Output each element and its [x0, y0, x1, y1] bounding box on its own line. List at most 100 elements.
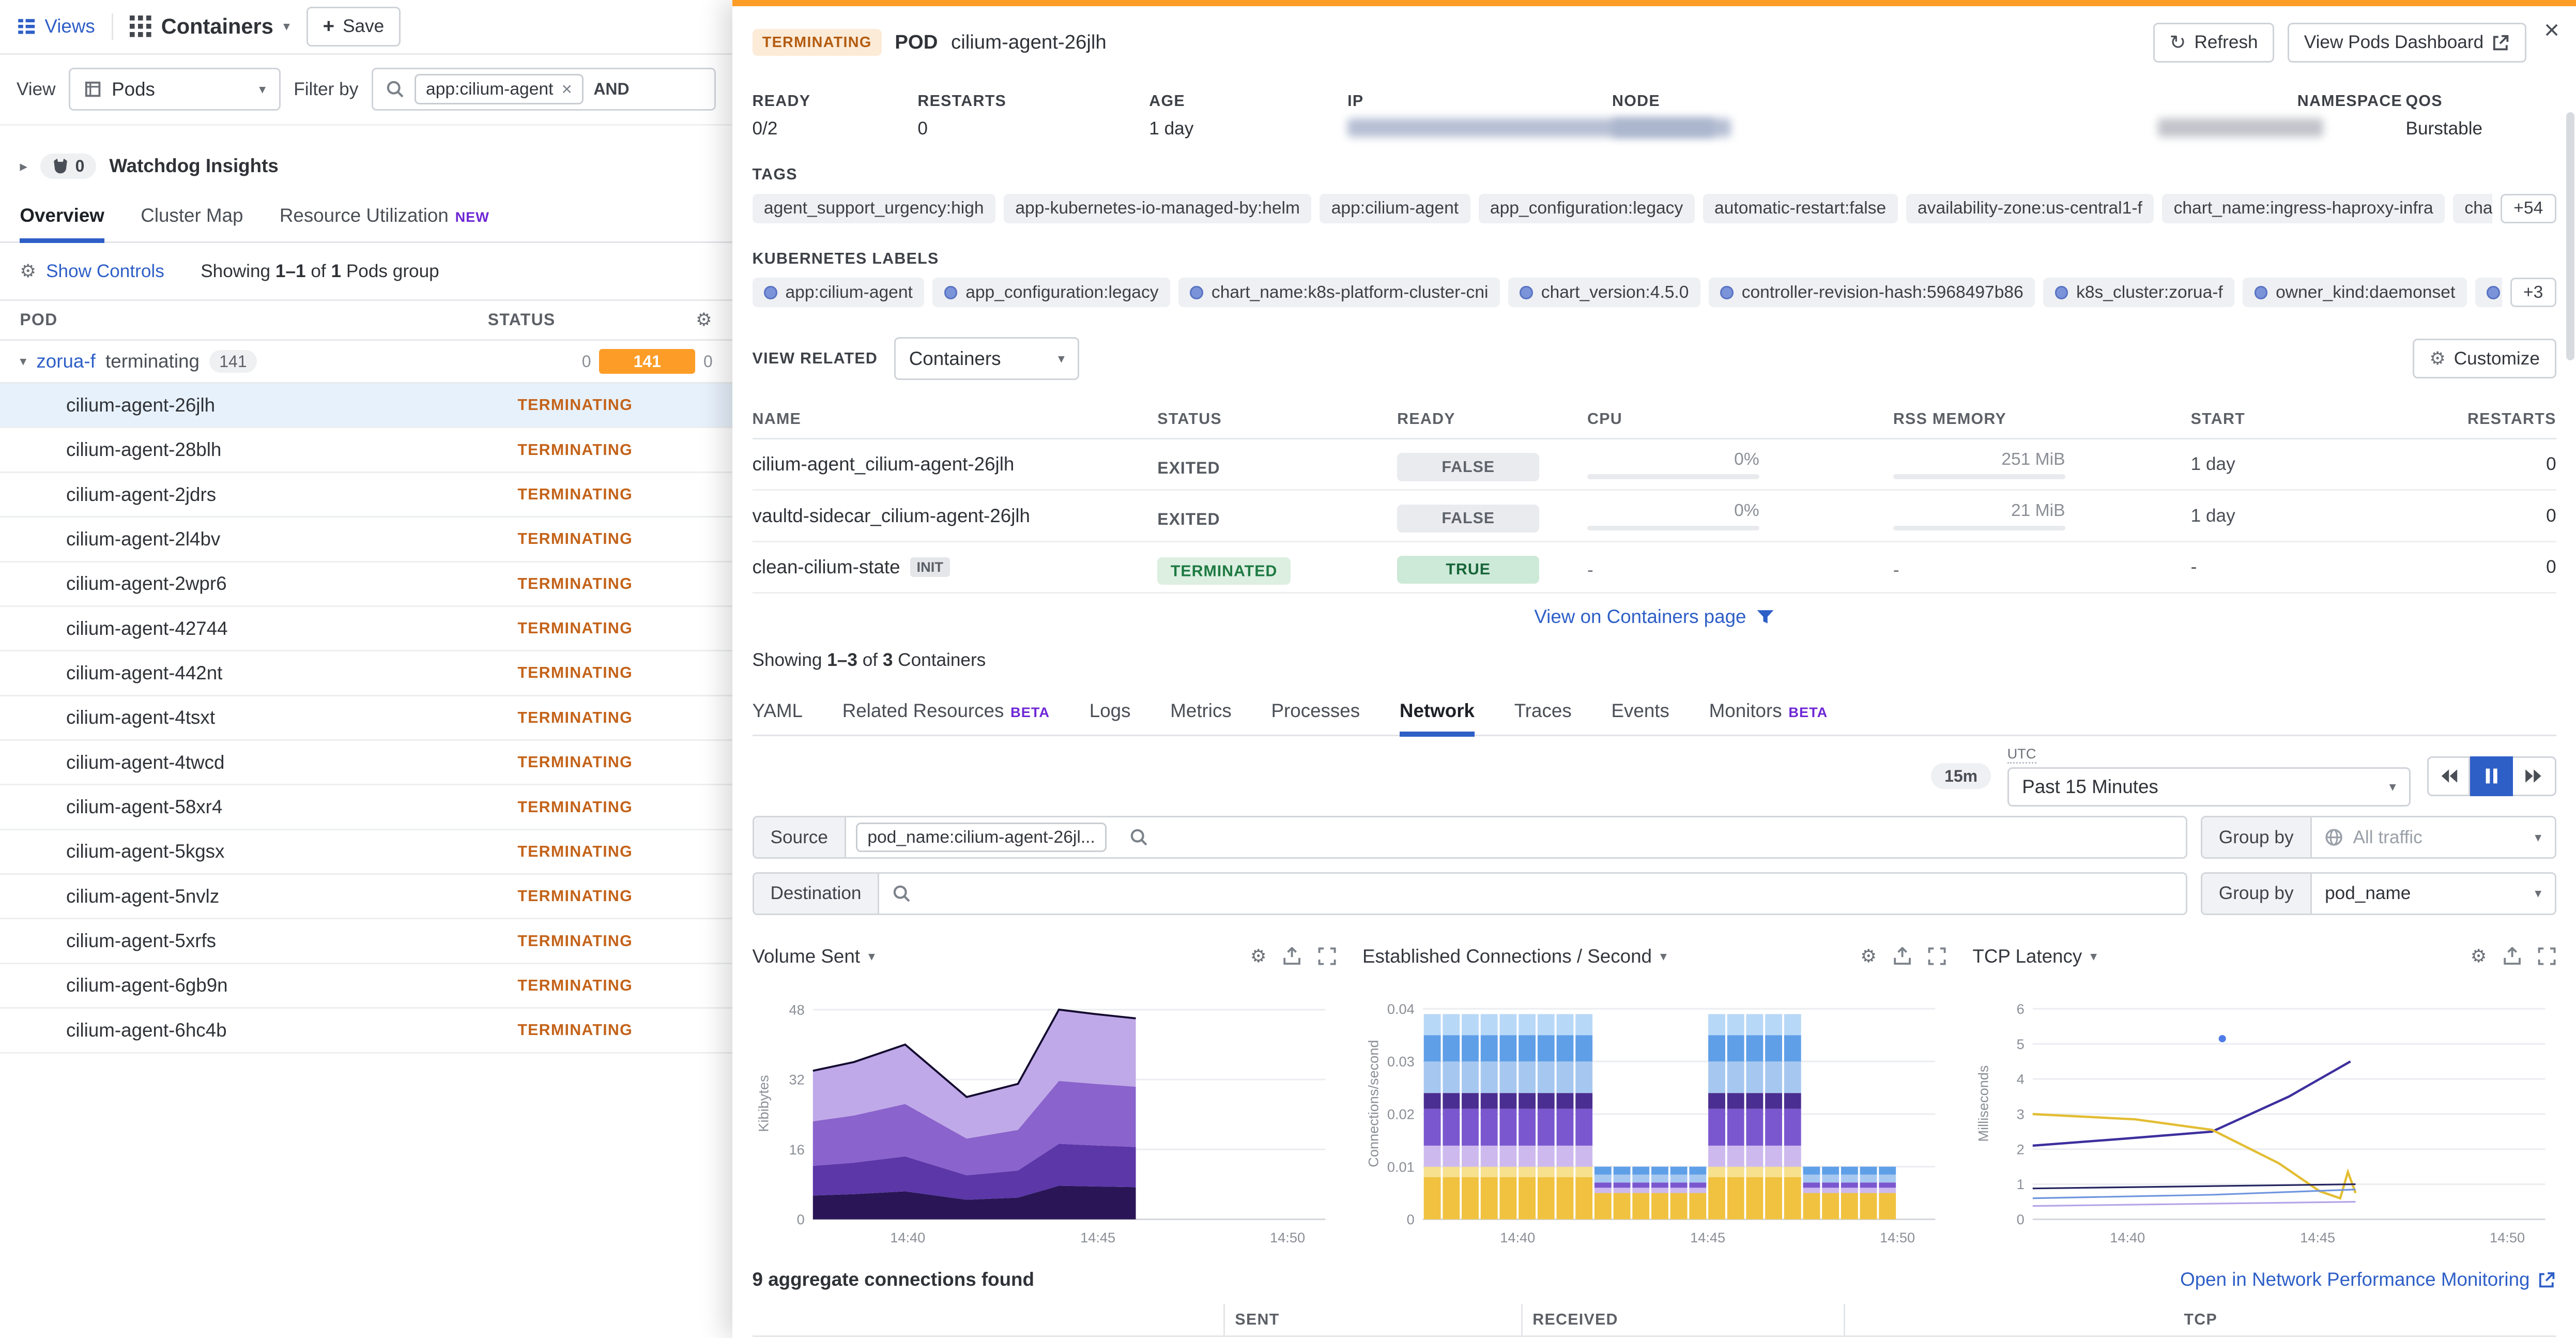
chevron-right-icon[interactable]: ▸ — [20, 158, 27, 175]
view-pods-dashboard-button[interactable]: View Pods Dashboard — [2287, 22, 2527, 63]
tag-pill[interactable]: app:cilium-agent — [1320, 193, 1470, 223]
column-ready[interactable]: READY — [1397, 409, 1455, 428]
chevron-down-icon[interactable]: ▾ — [1660, 949, 1667, 964]
pod-row[interactable]: cilium-agent-5xrfs TERMINATING — [0, 919, 733, 964]
tag-pill[interactable]: agent_support_urgency:high — [752, 193, 995, 223]
drawer-tab[interactable]: Logs — [1090, 700, 1131, 735]
pod-row[interactable]: cilium-agent-4tsxt TERMINATING — [0, 696, 733, 741]
scrollbar[interactable] — [2566, 112, 2574, 360]
watchdog-insights-row[interactable]: ▸ 0 Watchdog Insights — [0, 139, 732, 194]
column-cpu[interactable]: CPU — [1587, 409, 1622, 428]
pod-row[interactable]: cilium-agent-4twcd TERMINATING — [0, 741, 733, 786]
views-menu[interactable]: Views — [17, 16, 95, 37]
tag-pill[interactable]: chart_name:ingress-haproxy-infra — [2162, 193, 2445, 223]
tag-pill[interactable]: availability-zone:us-central1-f — [1906, 193, 2154, 223]
kubernetes-label-pill[interactable]: controller-revision-hash:5968497b86 — [1708, 278, 2035, 308]
kubernetes-label-pill[interactable]: chart_name:k8s-platform-cluster-cni — [1178, 278, 1500, 308]
gear-icon[interactable]: ⚙ — [1250, 946, 1267, 967]
kubernetes-label-pill[interactable]: chart_version:4.5.0 — [1508, 278, 1700, 308]
kubernetes-label-pill[interactable]: pod… — [2475, 278, 2502, 308]
close-icon[interactable]: × — [2544, 14, 2560, 44]
refresh-button[interactable]: ↻ Refresh — [2153, 22, 2275, 63]
destination-filter[interactable]: Destination — [752, 872, 2188, 915]
pod-row[interactable]: cilium-agent-42744 TERMINATING — [0, 607, 733, 652]
open-npm-link[interactable]: Open in Network Performance Monitoring — [2180, 1269, 2556, 1290]
export-icon[interactable] — [1283, 947, 1301, 965]
container-row[interactable]: cilium-agent_cilium-agent-26jlh EXITED F… — [752, 439, 2556, 491]
kubernetes-label-pill[interactable]: app_configuration:legacy — [932, 278, 1170, 308]
kubernetes-label-pill[interactable]: k8s_cluster:zorua-f — [2043, 278, 2235, 308]
pod-row[interactable]: cilium-agent-2wpr6 TERMINATING — [0, 562, 733, 607]
tag-pill[interactable]: automatic-restart:false — [1703, 193, 1898, 223]
related-resource-select[interactable]: Containers ▾ — [894, 337, 1080, 381]
column-pod[interactable]: POD — [20, 310, 58, 329]
left-tab[interactable]: Cluster Map — [141, 205, 243, 241]
gear-icon[interactable]: ⚙ — [1860, 946, 1877, 967]
show-controls-button[interactable]: ⚙ Show Controls — [20, 261, 164, 282]
source-search-input[interactable] — [1116, 828, 2186, 846]
kubernetes-label-pill[interactable]: app:cilium-agent — [752, 278, 925, 308]
view-select[interactable]: Pods ▾ — [69, 68, 281, 111]
column-start[interactable]: START — [2190, 409, 2246, 428]
drawer-tab[interactable]: Processes — [1271, 700, 1360, 735]
left-tab[interactable]: Overview — [20, 205, 105, 244]
chevron-down-icon[interactable]: ▾ — [2090, 949, 2097, 964]
drawer-tab[interactable]: Network — [1399, 700, 1476, 737]
destination-search-input[interactable] — [879, 885, 2186, 903]
fullscreen-icon[interactable] — [1928, 947, 1946, 965]
pod-row[interactable]: cilium-agent-442nt TERMINATING — [0, 651, 733, 696]
tag-pill[interactable]: app-kubernetes-io-managed-by:helm — [1003, 193, 1312, 223]
drawer-tab[interactable]: Metrics — [1170, 700, 1231, 735]
drawer-tab[interactable]: Events — [1611, 700, 1669, 735]
column-restarts[interactable]: RESTARTS — [2467, 409, 2556, 428]
column-status[interactable]: STATUS — [1157, 409, 1222, 428]
pod-row[interactable]: cilium-agent-2l4bv TERMINATING — [0, 518, 733, 562]
pod-row[interactable]: cilium-agent-6gb9n TERMINATING — [0, 964, 733, 1009]
fullscreen-icon[interactable] — [1318, 947, 1336, 965]
export-icon[interactable] — [2503, 947, 2521, 965]
established-connections-chart[interactable]: 0 0.01 0.02 0.03 0.04 Connections/second 14:40… — [1362, 975, 1946, 1252]
source-filter-chip[interactable]: pod_name:cilium-agent-26jl... — [856, 823, 1107, 852]
group-terminating-bar[interactable]: 141 — [599, 349, 696, 374]
pods-group-row[interactable]: ▾ zorua-f terminating 141 0 141 0 — [0, 341, 733, 384]
volume-sent-chart[interactable]: 0 16 32 48 Kibibytes 14:40 14:45 14:50 — [753, 975, 1336, 1252]
forward-button[interactable] — [2513, 756, 2556, 796]
column-rss-memory[interactable]: RSS MEMORY — [1893, 409, 2007, 428]
app-switcher[interactable]: Containers ▾ — [129, 14, 290, 39]
save-view-button[interactable]: + Save — [306, 6, 401, 47]
export-icon[interactable] — [1893, 947, 1911, 965]
left-tab[interactable]: Resource Utilization NEW — [280, 205, 489, 241]
remove-filter-icon[interactable]: × — [561, 79, 572, 99]
fullscreen-icon[interactable] — [2538, 947, 2556, 965]
time-range-select[interactable]: Past 15 Minutes ▾ — [2007, 767, 2411, 807]
destination-group-by-select[interactable]: pod_name ▾ — [2312, 883, 2555, 904]
tag-pill[interactable]: chart_versi… — [2453, 193, 2492, 223]
pod-row[interactable]: cilium-agent-28blh TERMINATING — [0, 428, 733, 473]
tcp-latency-chart[interactable]: 0 1 2 3 4 5 6 Milliseconds 14:40 14:45 14:50 — [1972, 975, 2556, 1252]
tag-pill[interactable]: app_configuration:legacy — [1478, 193, 1695, 223]
container-row[interactable]: vaultd-sidecar_cilium-agent-26jlh EXITED… — [752, 491, 2556, 542]
filter-search-input[interactable]: app:cilium-agent × AND — [371, 68, 716, 111]
chevron-down-icon[interactable]: ▾ — [20, 354, 27, 369]
time-range-badge[interactable]: 15m — [1931, 763, 1991, 789]
chevron-down-icon[interactable]: ▾ — [868, 949, 875, 964]
timezone-label[interactable]: UTC — [2007, 746, 2036, 764]
rewind-button[interactable] — [2427, 756, 2471, 796]
drawer-tab[interactable]: Monitors BETA — [1709, 700, 1828, 735]
group-name[interactable]: zorua-f — [36, 351, 96, 372]
pod-row[interactable]: cilium-agent-58xr4 TERMINATING — [0, 785, 733, 830]
kubernetes-label-pill[interactable]: owner_kind:daemonset — [2243, 278, 2467, 308]
pause-button[interactable] — [2470, 756, 2513, 796]
pod-row[interactable]: cilium-agent-26jlh TERMINATING — [0, 384, 733, 429]
column-status[interactable]: STATUS — [487, 310, 556, 329]
more-labels-button[interactable]: +3 — [2510, 278, 2556, 308]
source-filter[interactable]: Source pod_name:cilium-agent-26jl... — [752, 815, 2188, 859]
pod-row[interactable]: cilium-agent-2jdrs TERMINATING — [0, 473, 733, 518]
gear-icon[interactable]: ⚙ — [2470, 946, 2487, 967]
more-tags-button[interactable]: +54 — [2500, 193, 2556, 223]
drawer-tab[interactable]: Traces — [1514, 700, 1572, 735]
customize-button[interactable]: ⚙ Customize — [2413, 339, 2556, 378]
pod-row[interactable]: cilium-agent-6hc4b TERMINATING — [0, 1009, 733, 1054]
pod-row[interactable]: cilium-agent-5nvlz TERMINATING — [0, 875, 733, 920]
drawer-tab[interactable]: Related Resources BETA — [842, 700, 1050, 735]
